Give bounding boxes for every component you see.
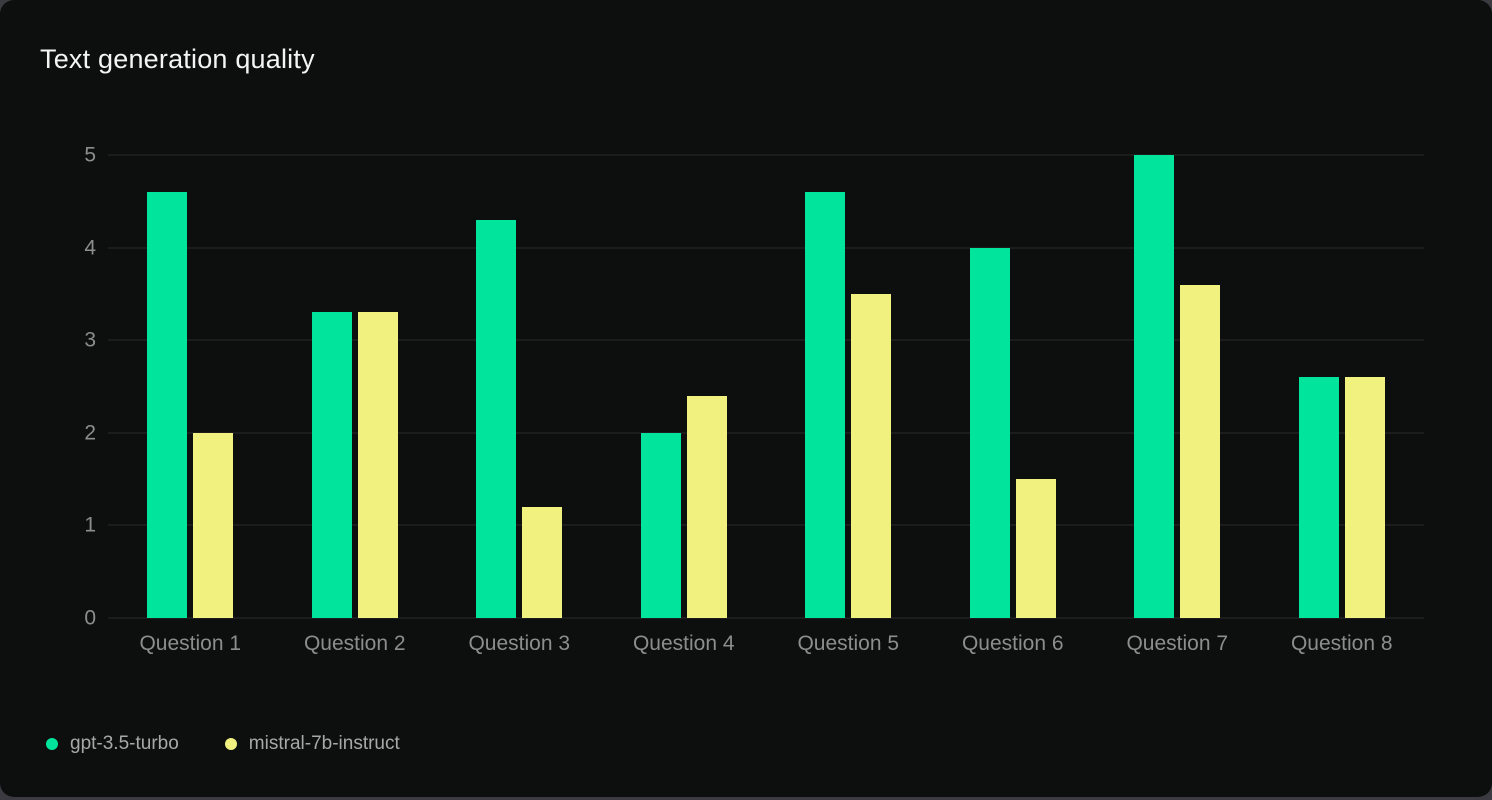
- bar-mistral-7b-instruct[interactable]: [193, 432, 234, 618]
- y-tick-label: 1: [84, 513, 96, 537]
- y-axis: 0 1 2 3 4 5: [58, 145, 96, 629]
- x-tick-label: Question 3: [468, 632, 571, 655]
- x-tick-label: Question 4: [632, 632, 735, 655]
- x-tick-label: Question 8: [1290, 632, 1393, 655]
- bar-mistral-7b-instruct[interactable]: [851, 293, 892, 618]
- bar-gpt-3.5-turbo[interactable]: [1134, 155, 1175, 618]
- bar-mistral-7b-instruct[interactable]: [357, 312, 398, 618]
- plot-area: [108, 154, 1424, 619]
- bar-group: [805, 155, 892, 618]
- bar-mistral-7b-instruct[interactable]: [1344, 377, 1385, 618]
- bar-groups: [108, 155, 1424, 618]
- gridline: [108, 617, 1424, 619]
- bar-group: [1134, 155, 1221, 618]
- bar-group: [476, 155, 563, 618]
- bar-group: [1298, 155, 1385, 618]
- bar-gpt-3.5-turbo[interactable]: [969, 247, 1010, 618]
- y-tick-label: 2: [84, 421, 96, 445]
- x-tick-label: Question 2: [303, 632, 406, 655]
- legend-label: gpt-3.5-turbo: [70, 733, 179, 754]
- y-tick-label: 4: [84, 236, 96, 260]
- legend-dot-icon: [224, 738, 237, 750]
- legend: gpt-3.5-turbo mistral-7b-instruct: [46, 733, 400, 755]
- legend-item-gpt-3.5-turbo[interactable]: gpt-3.5-turbo: [46, 733, 179, 755]
- legend-dot-icon: [46, 738, 58, 750]
- x-tick-label: Question 6: [961, 632, 1064, 655]
- gridline: [108, 154, 1424, 156]
- bar-group: [147, 155, 234, 618]
- bar-mistral-7b-instruct[interactable]: [1015, 479, 1056, 618]
- gridline: [108, 432, 1424, 434]
- chart-title: Text generation quality: [40, 44, 315, 74]
- legend-item-mistral-7b-instruct[interactable]: mistral-7b-instruct: [224, 733, 400, 755]
- bar-gpt-3.5-turbo[interactable]: [805, 192, 846, 618]
- bar-gpt-3.5-turbo[interactable]: [476, 219, 517, 618]
- legend-label: mistral-7b-instruct: [248, 733, 400, 754]
- bar-gpt-3.5-turbo[interactable]: [147, 192, 188, 618]
- bar-group: [640, 155, 727, 618]
- x-axis: Question 1 Question 2 Question 3 Question 4…: [108, 632, 1424, 656]
- gridline: [108, 339, 1424, 341]
- bar-group: [969, 155, 1056, 618]
- bar-mistral-7b-instruct[interactable]: [522, 506, 563, 618]
- bar-gpt-3.5-turbo[interactable]: [1298, 377, 1339, 618]
- y-tick-label: 5: [84, 143, 96, 167]
- bar-gpt-3.5-turbo[interactable]: [640, 432, 681, 618]
- bar-gpt-3.5-turbo[interactable]: [311, 312, 352, 618]
- bar-mistral-7b-instruct[interactable]: [1180, 284, 1221, 618]
- gridline: [108, 524, 1424, 526]
- x-tick-label: Question 7: [1126, 632, 1229, 655]
- y-tick-label: 0: [84, 606, 96, 630]
- y-tick-label: 3: [84, 328, 96, 352]
- x-tick-label: Question 1: [139, 632, 242, 655]
- bar-mistral-7b-instruct[interactable]: [686, 395, 727, 618]
- x-tick-label: Question 5: [797, 632, 900, 655]
- bar-group: [311, 155, 398, 618]
- gridline: [108, 247, 1424, 249]
